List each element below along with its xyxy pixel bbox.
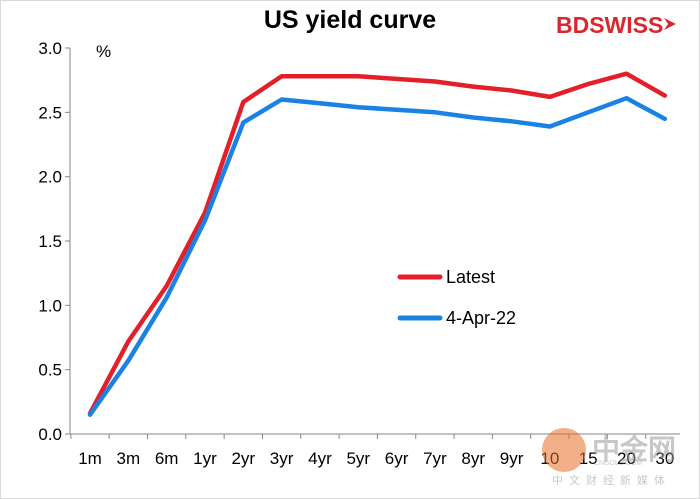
x-tick-label: 3m	[117, 449, 141, 468]
y-tick-label: 0.0	[38, 425, 62, 444]
x-tick-label: 7yr	[423, 449, 447, 468]
y-tick-label: 2.0	[38, 168, 62, 187]
series-line-latest	[87, 71, 668, 416]
series-line-apr-2022	[87, 95, 668, 417]
brand-arrow-icon	[664, 18, 676, 30]
watermark-name: 中金网	[592, 434, 677, 465]
x-tick-label: 6m	[155, 449, 179, 468]
watermark: 中金网 CNGOLD.COM 中文财经新媒体	[542, 428, 692, 492]
x-tick-label: 4yr	[308, 449, 332, 468]
x-tick-label: 1m	[78, 449, 102, 468]
x-tick-label: 5yr	[346, 449, 370, 468]
series-layer	[87, 71, 668, 417]
x-tick-label: 8yr	[461, 449, 485, 468]
y-tick-label: 1.5	[38, 232, 62, 251]
y-axis-unit-label: %	[96, 42, 112, 61]
x-tick-label: 1yr	[193, 449, 217, 468]
watermark-logo-icon	[542, 428, 586, 472]
chart-title: US yield curve	[263, 6, 437, 34]
x-tick-label: 6yr	[385, 449, 409, 468]
watermark-domain: CNGOLD.COM	[594, 460, 643, 467]
x-tick-label: 9yr	[500, 449, 524, 468]
legend-label: Latest	[446, 267, 495, 287]
watermark-tagline: 中文财经新媒体	[552, 475, 671, 487]
axes: 0.0 0.5 1.0 1.5 2.0 2.5 3.0 1m 3m 6m 1yr 2yr 3yr 4yr 5…	[38, 39, 680, 468]
y-tick-label: 2.5	[38, 103, 62, 122]
x-tick-label: 30	[655, 449, 674, 468]
y-tick-label: 1.0	[38, 296, 62, 315]
legend: Latest 4-Apr-22	[397, 267, 516, 328]
x-tick-label: 3yr	[270, 449, 294, 468]
x-tick-label: 2yr	[231, 449, 255, 468]
y-tick-label: 0.5	[38, 361, 62, 380]
y-tick-label: 3.0	[38, 39, 62, 58]
brand-logo: BDSWISS	[556, 12, 664, 38]
x-tick-label: 20	[617, 449, 636, 468]
legend-label: 4-Apr-22	[446, 308, 516, 328]
